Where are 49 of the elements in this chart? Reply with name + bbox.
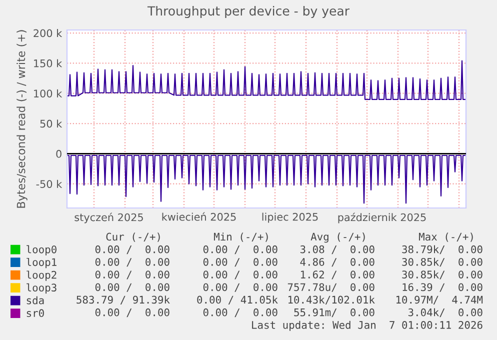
text: 30.85k/ 0.00 [402,270,482,280]
text: 38.79k/ 0.00 [402,245,482,254]
text: 30.85k/ 0.00 [402,258,482,267]
x-tick-label: styczeń 2025 [74,212,143,224]
text: 3.04k/ 0.00 [408,308,482,318]
x-tick-label: lipiec 2025 [262,212,318,223]
text: 0.00 / 0.00 [203,245,278,254]
text: 0.00 / 0.00 [203,308,278,318]
text: 0.00 / 0.00 [95,258,170,267]
text: 0.00 / 0.00 [95,283,170,292]
text: Max (-/+) [418,232,473,242]
text: 1.62 / 0.00 [301,270,374,280]
x-tick-label: październik 2025 [338,212,426,224]
x-tick-label: kwiecień 2025 [162,212,236,221]
line-series [67,154,466,204]
text: 0.00 / 0.00 [95,270,170,280]
text: 55.91m/ 0.00 [294,308,374,318]
text: 4.86 / 0.00 [300,258,374,267]
text: 583.79 / 91.39k [76,296,170,304]
text: 0.00 / 41.05k [197,296,278,304]
text: 757.78u/ 0.00 [288,283,374,292]
text: Last update: Wed Jan 7 01:00:11 2026 [252,320,482,331]
legend-label: loop3 [26,283,56,294]
y-tick-label: 150 k [34,59,62,68]
text: Cur (-/+) [106,232,160,242]
text: 16.39 / 0.00 [402,283,482,292]
y-tick-label: 200 k [34,29,62,38]
text: 0.00 / 0.00 [203,258,278,267]
legend-label: loop0 [26,245,56,256]
text: 10.97M/ 4.74M [396,296,483,304]
text: 10.43k/102.01k [288,296,375,304]
y-tick-label: -50 k [36,180,62,188]
legend-label: loop2 [26,270,56,281]
text: 0.00 / 0.00 [95,308,170,318]
y-tick-label: 0 [56,150,62,158]
text: 0.00 / 0.00 [95,245,170,254]
y-tick-label: 50 k [40,120,62,128]
legend-label: sda [26,296,44,304]
y-axis-title: Bytes/second read (-) / write (+) [16,30,28,208]
legend-label: loop1 [26,258,56,268]
line-series [67,60,466,100]
text: 3.08 / 0.00 [300,245,374,254]
text: 0.00 / 0.00 [203,270,278,280]
text: Min (-/+) [214,232,268,242]
y-tick-label: 100 k [34,89,62,98]
chart-title: Throughput per device - by year [147,6,350,18]
text: Avg (-/+) [310,232,365,243]
legend-label: sr0 [26,309,44,318]
text: 0.00 / 0.00 [203,283,278,292]
